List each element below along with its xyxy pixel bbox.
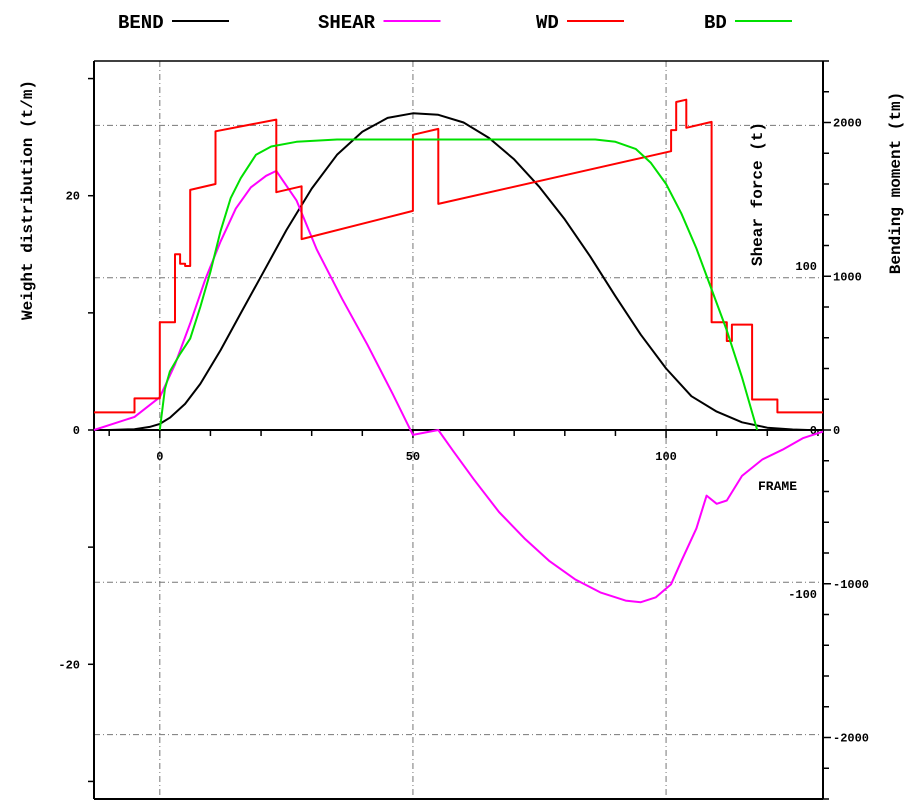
legend-label-shear: SHEAR	[318, 12, 376, 34]
series-line-bd	[158, 138, 759, 431]
x-tick-label: 100	[655, 450, 677, 464]
x-tick-label: 0	[156, 450, 163, 464]
series-line-shear	[93, 169, 824, 604]
shear-tick-label: 0	[810, 424, 817, 438]
legend-label-wd: WD	[536, 12, 559, 34]
left-tick-label: -20	[58, 658, 80, 672]
x-axis-title: FRAME	[758, 479, 797, 494]
series-line-wd	[94, 98, 823, 414]
shear-axis-title: Shear force (t)	[749, 122, 767, 266]
shear-tick-label: -100	[788, 588, 817, 602]
legend-label-bd: BD	[704, 12, 727, 34]
bending-tick-label: 2000	[833, 117, 862, 131]
bending-tick-label: 0	[833, 424, 840, 438]
axis-labels: Weight distribution (t/m) Shear force (t…	[19, 80, 905, 494]
shear-tick-label: 100	[795, 260, 817, 274]
bending-tick-label: -1000	[833, 578, 869, 592]
bending-tick-label: -2000	[833, 732, 869, 746]
series-lines	[93, 98, 824, 604]
bending-axis-title: Bending moment (tm)	[887, 92, 905, 274]
x-tick-label: 50	[406, 450, 420, 464]
left-axis-title: Weight distribution (t/m)	[19, 80, 37, 320]
legend: BEND SHEAR WD BD	[118, 12, 792, 34]
plot-frame	[93, 60, 824, 800]
series-line-bend	[109, 112, 808, 431]
bending-tick-label: 1000	[833, 270, 862, 284]
left-tick-label: 20	[66, 190, 80, 204]
left-tick-label: 0	[73, 424, 80, 438]
legend-label-bend: BEND	[118, 12, 164, 34]
